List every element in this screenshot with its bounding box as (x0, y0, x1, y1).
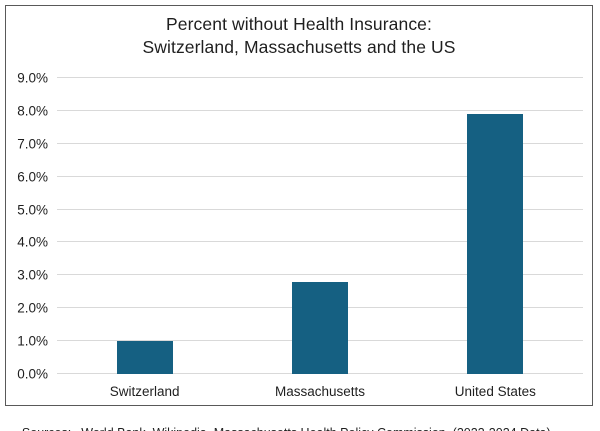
x-category-label: United States (454, 384, 536, 399)
sources-label: Sources: (22, 426, 71, 431)
chart-title-line1: Percent without Health Insurance: (166, 14, 432, 34)
y-axis: 0.0% 1.0% 2.0% 3.0% 4.0% 5.0% 6.0% 7.0% 8.0% 9.0% (6, 71, 50, 382)
sources-text: World Bank, Wikipedia, Massachusetts Hea… (81, 426, 550, 431)
plot-area (57, 77, 583, 374)
y-tick-label: 4.0% (17, 234, 48, 250)
chart-title: Percent without Health Insurance: Switze… (6, 13, 592, 59)
chart-title-line2: Switzerland, Massachusetts and the US (142, 37, 456, 57)
gridline (57, 77, 583, 78)
gridline (57, 109, 583, 111)
gridline (57, 274, 583, 276)
y-tick-label: 7.0% (17, 136, 48, 152)
y-tick-label: 2.0% (17, 300, 48, 316)
y-tick-label: 9.0% (17, 70, 48, 86)
bar-massachusetts (292, 281, 348, 374)
gridline (57, 241, 583, 243)
x-category-label: Switzerland (109, 384, 180, 399)
gridline (57, 142, 583, 144)
gridline (57, 208, 583, 210)
gridline (57, 175, 583, 177)
y-tick-label: 5.0% (17, 202, 48, 218)
x-category-label: Massachusetts (274, 384, 366, 399)
y-tick-label: 0.0% (17, 366, 48, 382)
bar-united-states (467, 114, 524, 374)
chart-frame: Percent without Health Insurance: Switze… (5, 5, 593, 406)
x-axis: Switzerland Massachusetts United States (57, 380, 583, 402)
sources-note: Sources: World Bank, Wikipedia, Massachus… (8, 412, 551, 431)
y-tick-label: 3.0% (17, 267, 48, 283)
y-tick-label: 8.0% (17, 103, 48, 119)
bar-switzerland (116, 341, 173, 374)
y-tick-label: 1.0% (17, 333, 48, 349)
y-tick-label: 6.0% (17, 169, 48, 185)
